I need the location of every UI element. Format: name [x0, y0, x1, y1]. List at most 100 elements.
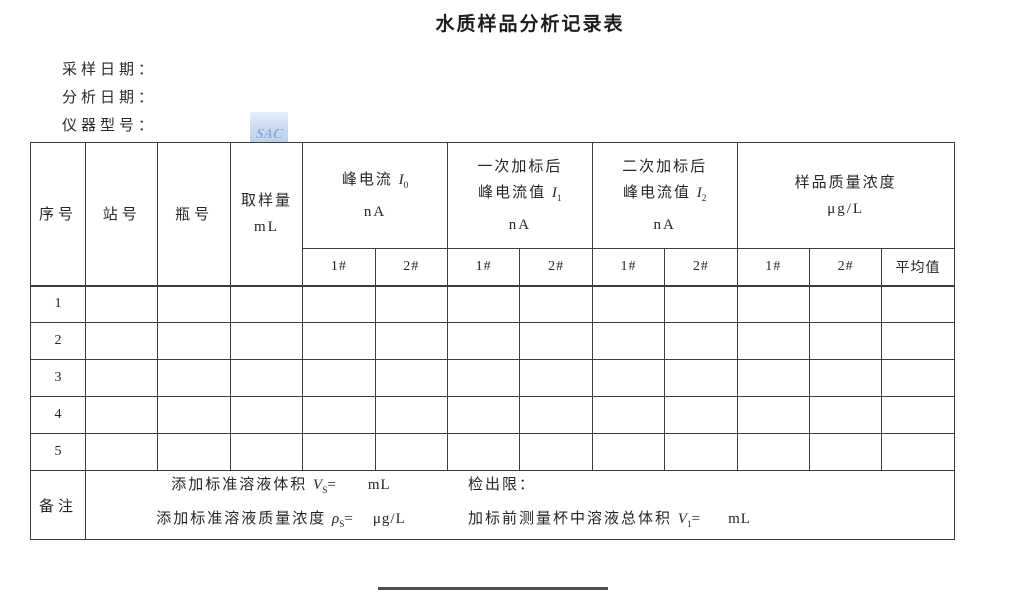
- sac-watermark-logo: SAC: [250, 112, 288, 142]
- data-cell: [736, 285, 810, 323]
- data-cell: [808, 322, 883, 360]
- data-cell: [591, 359, 666, 397]
- data-cell: [229, 433, 304, 471]
- data-cell: [664, 322, 738, 360]
- sampling-date-label: 采样日期：: [62, 62, 158, 78]
- data-cell: [302, 359, 376, 397]
- data-cell: [157, 396, 231, 434]
- remark-line-2: 添加标准溶液质量浓度 ρS= μg/L 加标前测量杯中溶液总体积 V1= mL: [94, 505, 954, 539]
- subcol-i0-1: 1#: [302, 248, 376, 286]
- subcol-i1-1: 1#: [446, 248, 521, 286]
- remarks-row: 备注 添加标准溶液体积 VS= mL 检出限： 添加标准溶液质量浓度 ρS= μg/…: [30, 470, 955, 540]
- remark-line-1: 添加标准溶液体积 VS= mL 检出限：: [94, 471, 954, 505]
- row-seq: 1: [30, 285, 86, 323]
- data-cell: [84, 396, 159, 434]
- subcol-conc-2: 2#: [808, 248, 883, 286]
- page-footer-rule: [378, 587, 608, 590]
- data-cell: [302, 285, 376, 323]
- data-cell: [591, 433, 666, 471]
- data-cell: [808, 433, 883, 471]
- data-cell: [374, 285, 448, 323]
- data-cell: [374, 396, 448, 434]
- data-cell: [881, 359, 955, 397]
- col-header-sample-volume: 取样量 mL: [229, 142, 304, 286]
- row-seq: 5: [30, 433, 86, 471]
- data-cell: [736, 396, 810, 434]
- col-header-seq: 序号: [30, 142, 86, 286]
- data-cell: [446, 433, 521, 471]
- data-cell: [374, 359, 448, 397]
- group-header-sample-concentration: 样品质量浓度 μg/L: [736, 142, 955, 249]
- subcol-conc-1: 1#: [736, 248, 810, 286]
- group-header-peak-current-i0: 峰电流 I0 nA: [302, 142, 448, 249]
- data-cell: [664, 285, 738, 323]
- col-header-station: 站号: [84, 142, 159, 286]
- standard-solution-volume-field: 添加标准溶液体积 VS= mL: [171, 477, 391, 496]
- data-cell: [84, 285, 159, 323]
- data-cell: [157, 285, 231, 323]
- meta-block: 采样日期： 分析日期： 仪器型号：: [62, 56, 157, 140]
- instrument-model-label: 仪器型号：: [62, 118, 158, 134]
- data-cell: [302, 322, 376, 360]
- data-cell: [84, 322, 159, 360]
- data-cell: [519, 322, 593, 360]
- total-volume-before-addition-field: 加标前测量杯中溶液总体积 V1= mL: [468, 511, 751, 530]
- remarks-label: 备注: [30, 470, 86, 540]
- subcol-i2-2: 2#: [664, 248, 738, 286]
- data-cell: [808, 396, 883, 434]
- data-cell: [881, 285, 955, 323]
- row-seq: 4: [30, 396, 86, 434]
- page-title: 水质样品分析记录表: [435, 14, 625, 35]
- data-cell: [229, 359, 304, 397]
- data-cell: [591, 322, 666, 360]
- table-row: 1: [30, 285, 955, 323]
- data-cell: [446, 396, 521, 434]
- data-cell: [374, 322, 448, 360]
- data-cell: [736, 433, 810, 471]
- data-cell: [84, 359, 159, 397]
- sac-watermark-text: SAC: [254, 127, 284, 142]
- subcol-average: 平均值: [881, 248, 955, 286]
- data-cell: [808, 359, 883, 397]
- table-row: 3: [30, 359, 955, 397]
- data-cell: [229, 396, 304, 434]
- data-cell: [519, 433, 593, 471]
- data-cell: [374, 433, 448, 471]
- data-cell: [302, 396, 376, 434]
- data-cell: [229, 285, 304, 323]
- row-seq: 2: [30, 322, 86, 360]
- remarks-content: 添加标准溶液体积 VS= mL 检出限： 添加标准溶液质量浓度 ρS= μg/L 加…: [85, 470, 955, 540]
- data-cell: [881, 433, 955, 471]
- subcol-i2-1: 1#: [591, 248, 666, 286]
- data-cell: [736, 322, 810, 360]
- data-cell: [591, 396, 666, 434]
- data-cell: [446, 322, 521, 360]
- analysis-date-label: 分析日期：: [62, 90, 158, 106]
- row-seq: 3: [30, 359, 86, 397]
- group-header-first-addition-i1: 一次加标后 峰电流值 I1 nA: [446, 142, 593, 249]
- data-cell: [302, 433, 376, 471]
- subcol-i1-2: 2#: [519, 248, 593, 286]
- data-cell: [519, 359, 593, 397]
- col-header-bottle: 瓶号: [157, 142, 231, 286]
- data-cell: [229, 322, 304, 360]
- detection-limit-field: 检出限：: [468, 477, 537, 493]
- data-cell: [736, 359, 810, 397]
- data-cell: [157, 359, 231, 397]
- data-cell: [664, 396, 738, 434]
- data-cell: [808, 285, 883, 323]
- data-cell: [519, 285, 593, 323]
- data-cell: [591, 285, 666, 323]
- data-cell: [519, 396, 593, 434]
- data-cell: [664, 433, 738, 471]
- analysis-record-table: 序号 站号 瓶号 取样量 mL 峰电流 I0 nA 一次加标后 峰电流值 I1 …: [30, 142, 955, 540]
- table-row: 5: [30, 433, 955, 471]
- data-cell: [157, 322, 231, 360]
- data-cell: [157, 433, 231, 471]
- subcol-i0-2: 2#: [374, 248, 448, 286]
- group-header-second-addition-i2: 二次加标后 峰电流值 I2 nA: [591, 142, 738, 249]
- data-cell: [84, 433, 159, 471]
- table-row: 2: [30, 322, 955, 360]
- data-cell: [446, 285, 521, 323]
- data-cell: [664, 359, 738, 397]
